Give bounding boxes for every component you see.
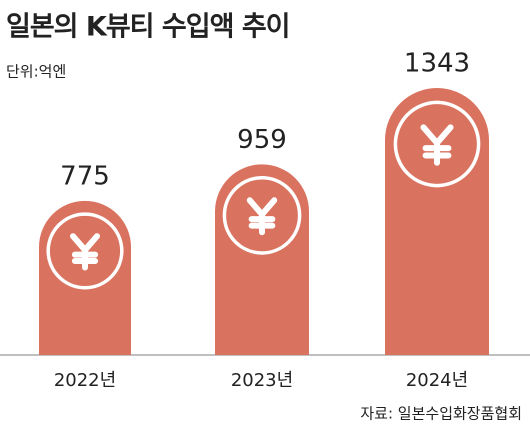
- yen-icon: [222, 175, 302, 255]
- chart-title: 일본의 K뷰티 수입액 추이: [6, 12, 290, 43]
- x-tick-label: 2023년: [231, 370, 293, 391]
- value-label: 775: [60, 161, 110, 191]
- source: 자료: 일본수입화장품협회: [360, 405, 522, 423]
- bar: [39, 200, 131, 355]
- yen-icon: [46, 212, 124, 290]
- yen-sign: [246, 197, 278, 236]
- chart-subtitle: 단위:억엔: [6, 63, 66, 81]
- bar: [385, 88, 489, 355]
- yen-icon: [393, 100, 481, 188]
- yen-circle: [46, 212, 124, 290]
- x-tick-label: 2024년: [406, 370, 468, 391]
- yen-circle: [222, 175, 302, 255]
- x-tick-label: 2022년: [54, 370, 116, 391]
- yen-sign: [420, 124, 454, 166]
- value-label: 1343: [404, 49, 470, 79]
- value-label: 959: [237, 125, 287, 155]
- yen-circle: [393, 100, 481, 188]
- yen-sign: [70, 233, 100, 271]
- bar: [215, 164, 309, 355]
